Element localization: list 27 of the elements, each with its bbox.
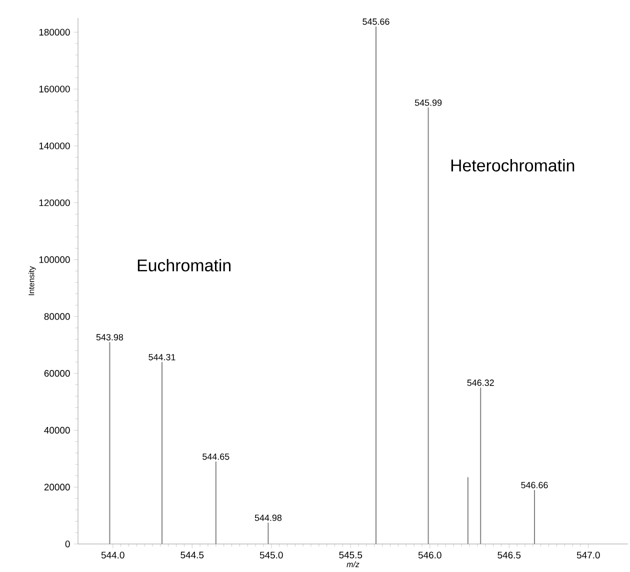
annotation: 546.32 [467, 380, 494, 386]
y-tick-label: 140000 [39, 142, 70, 150]
y-tick-label: 40000 [44, 426, 70, 434]
y-tick-label: 0 [65, 540, 70, 548]
x-tick-label: 544.0 [101, 552, 124, 558]
annotation: 546.66 [521, 482, 548, 488]
y-tick-label: 20000 [44, 484, 70, 490]
y-tick-label: 80000 [44, 313, 70, 320]
x-tick-label: 545.5 [339, 552, 362, 558]
y-tick-label: 60000 [44, 370, 70, 377]
annotation: 543.98 [96, 334, 124, 340]
annotation: 544.31 [148, 354, 176, 360]
annotation: 544.65 [202, 453, 230, 460]
y-tick-label: 120000 [39, 199, 70, 206]
x-tick-label: 547.0 [576, 552, 600, 558]
x-tick-label: 544.5 [180, 552, 204, 558]
annotation: 545.66 [362, 18, 390, 25]
y-tick-label: 180000 [39, 28, 70, 36]
annotation: 544.98 [254, 514, 282, 521]
annotation: Euchromatin [138, 258, 230, 272]
x-tick-label: 545.0 [260, 552, 283, 558]
x-tick-label: 546.0 [418, 552, 442, 558]
annotation: 545.99 [414, 100, 442, 106]
y-tick-label: 160000 [39, 86, 70, 92]
y-tick-label: 100000 [39, 256, 70, 264]
annotation: Heterochromatin [451, 159, 574, 172]
x-tick-label: 546.5 [498, 552, 521, 558]
